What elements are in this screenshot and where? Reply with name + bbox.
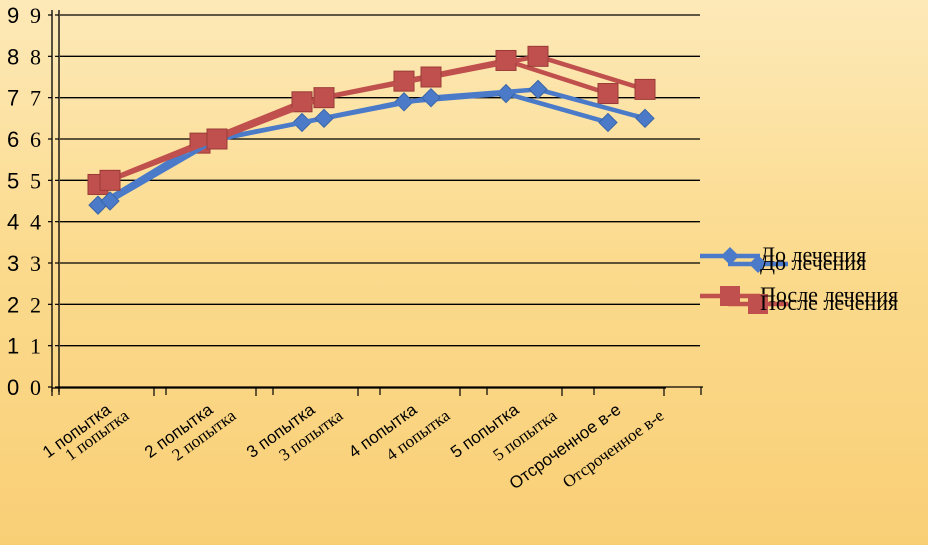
- y-tick-label: 9: [7, 3, 19, 28]
- y-tick-label: 4: [30, 210, 41, 235]
- data-point: [634, 78, 656, 100]
- y-tick-label: 2: [30, 292, 41, 317]
- plot-area: [87, 45, 656, 215]
- y-tick-label: 6: [30, 127, 41, 152]
- data-point: [421, 87, 441, 108]
- data-point: [527, 45, 549, 67]
- y-tick-label: 9: [30, 3, 41, 28]
- data-point: [598, 112, 618, 133]
- y-tick-label: 3: [7, 251, 19, 276]
- data-point: [99, 169, 121, 191]
- data-point: [314, 108, 334, 129]
- y-tick-label: 2: [7, 292, 19, 317]
- series-after-treatment: [87, 49, 619, 195]
- grid: [60, 14, 700, 347]
- y-tick-label: 5: [7, 168, 19, 193]
- y-tick-label: 4: [7, 210, 19, 235]
- data-point: [635, 108, 655, 129]
- y-tick-label: 0: [30, 375, 41, 400]
- data-point: [420, 66, 442, 88]
- series-line: [96, 91, 609, 208]
- y-tick-label: 0: [7, 375, 19, 400]
- legend-marker: [749, 255, 767, 273]
- series-line: [109, 54, 646, 183]
- y-tick-label: 1: [30, 334, 41, 359]
- y-tick-label: 1: [7, 334, 19, 359]
- data-point: [597, 83, 619, 105]
- series-after-treatment: [99, 45, 656, 191]
- data-point: [528, 79, 548, 100]
- y-tick-label: 8: [7, 44, 19, 69]
- y-tick-label: 5: [30, 168, 41, 193]
- y-tick-label: 3: [30, 251, 41, 276]
- y-tick-label: 8: [30, 44, 41, 69]
- data-point: [100, 191, 120, 211]
- data-point: [206, 128, 228, 150]
- legend-marker: [748, 294, 768, 314]
- series-before-treatment: [88, 83, 618, 215]
- legend-label: После лечения: [760, 290, 898, 315]
- series-before-treatment: [100, 79, 655, 211]
- legend-marker: [720, 286, 740, 306]
- legend-marker: [721, 247, 739, 265]
- series-line: [108, 87, 646, 203]
- legend-label: До лечения: [760, 250, 866, 275]
- y-tick-label: 7: [30, 86, 41, 111]
- y-tick-label: 6: [7, 127, 19, 152]
- data-point: [313, 87, 335, 109]
- y-tick-label: 7: [7, 86, 19, 111]
